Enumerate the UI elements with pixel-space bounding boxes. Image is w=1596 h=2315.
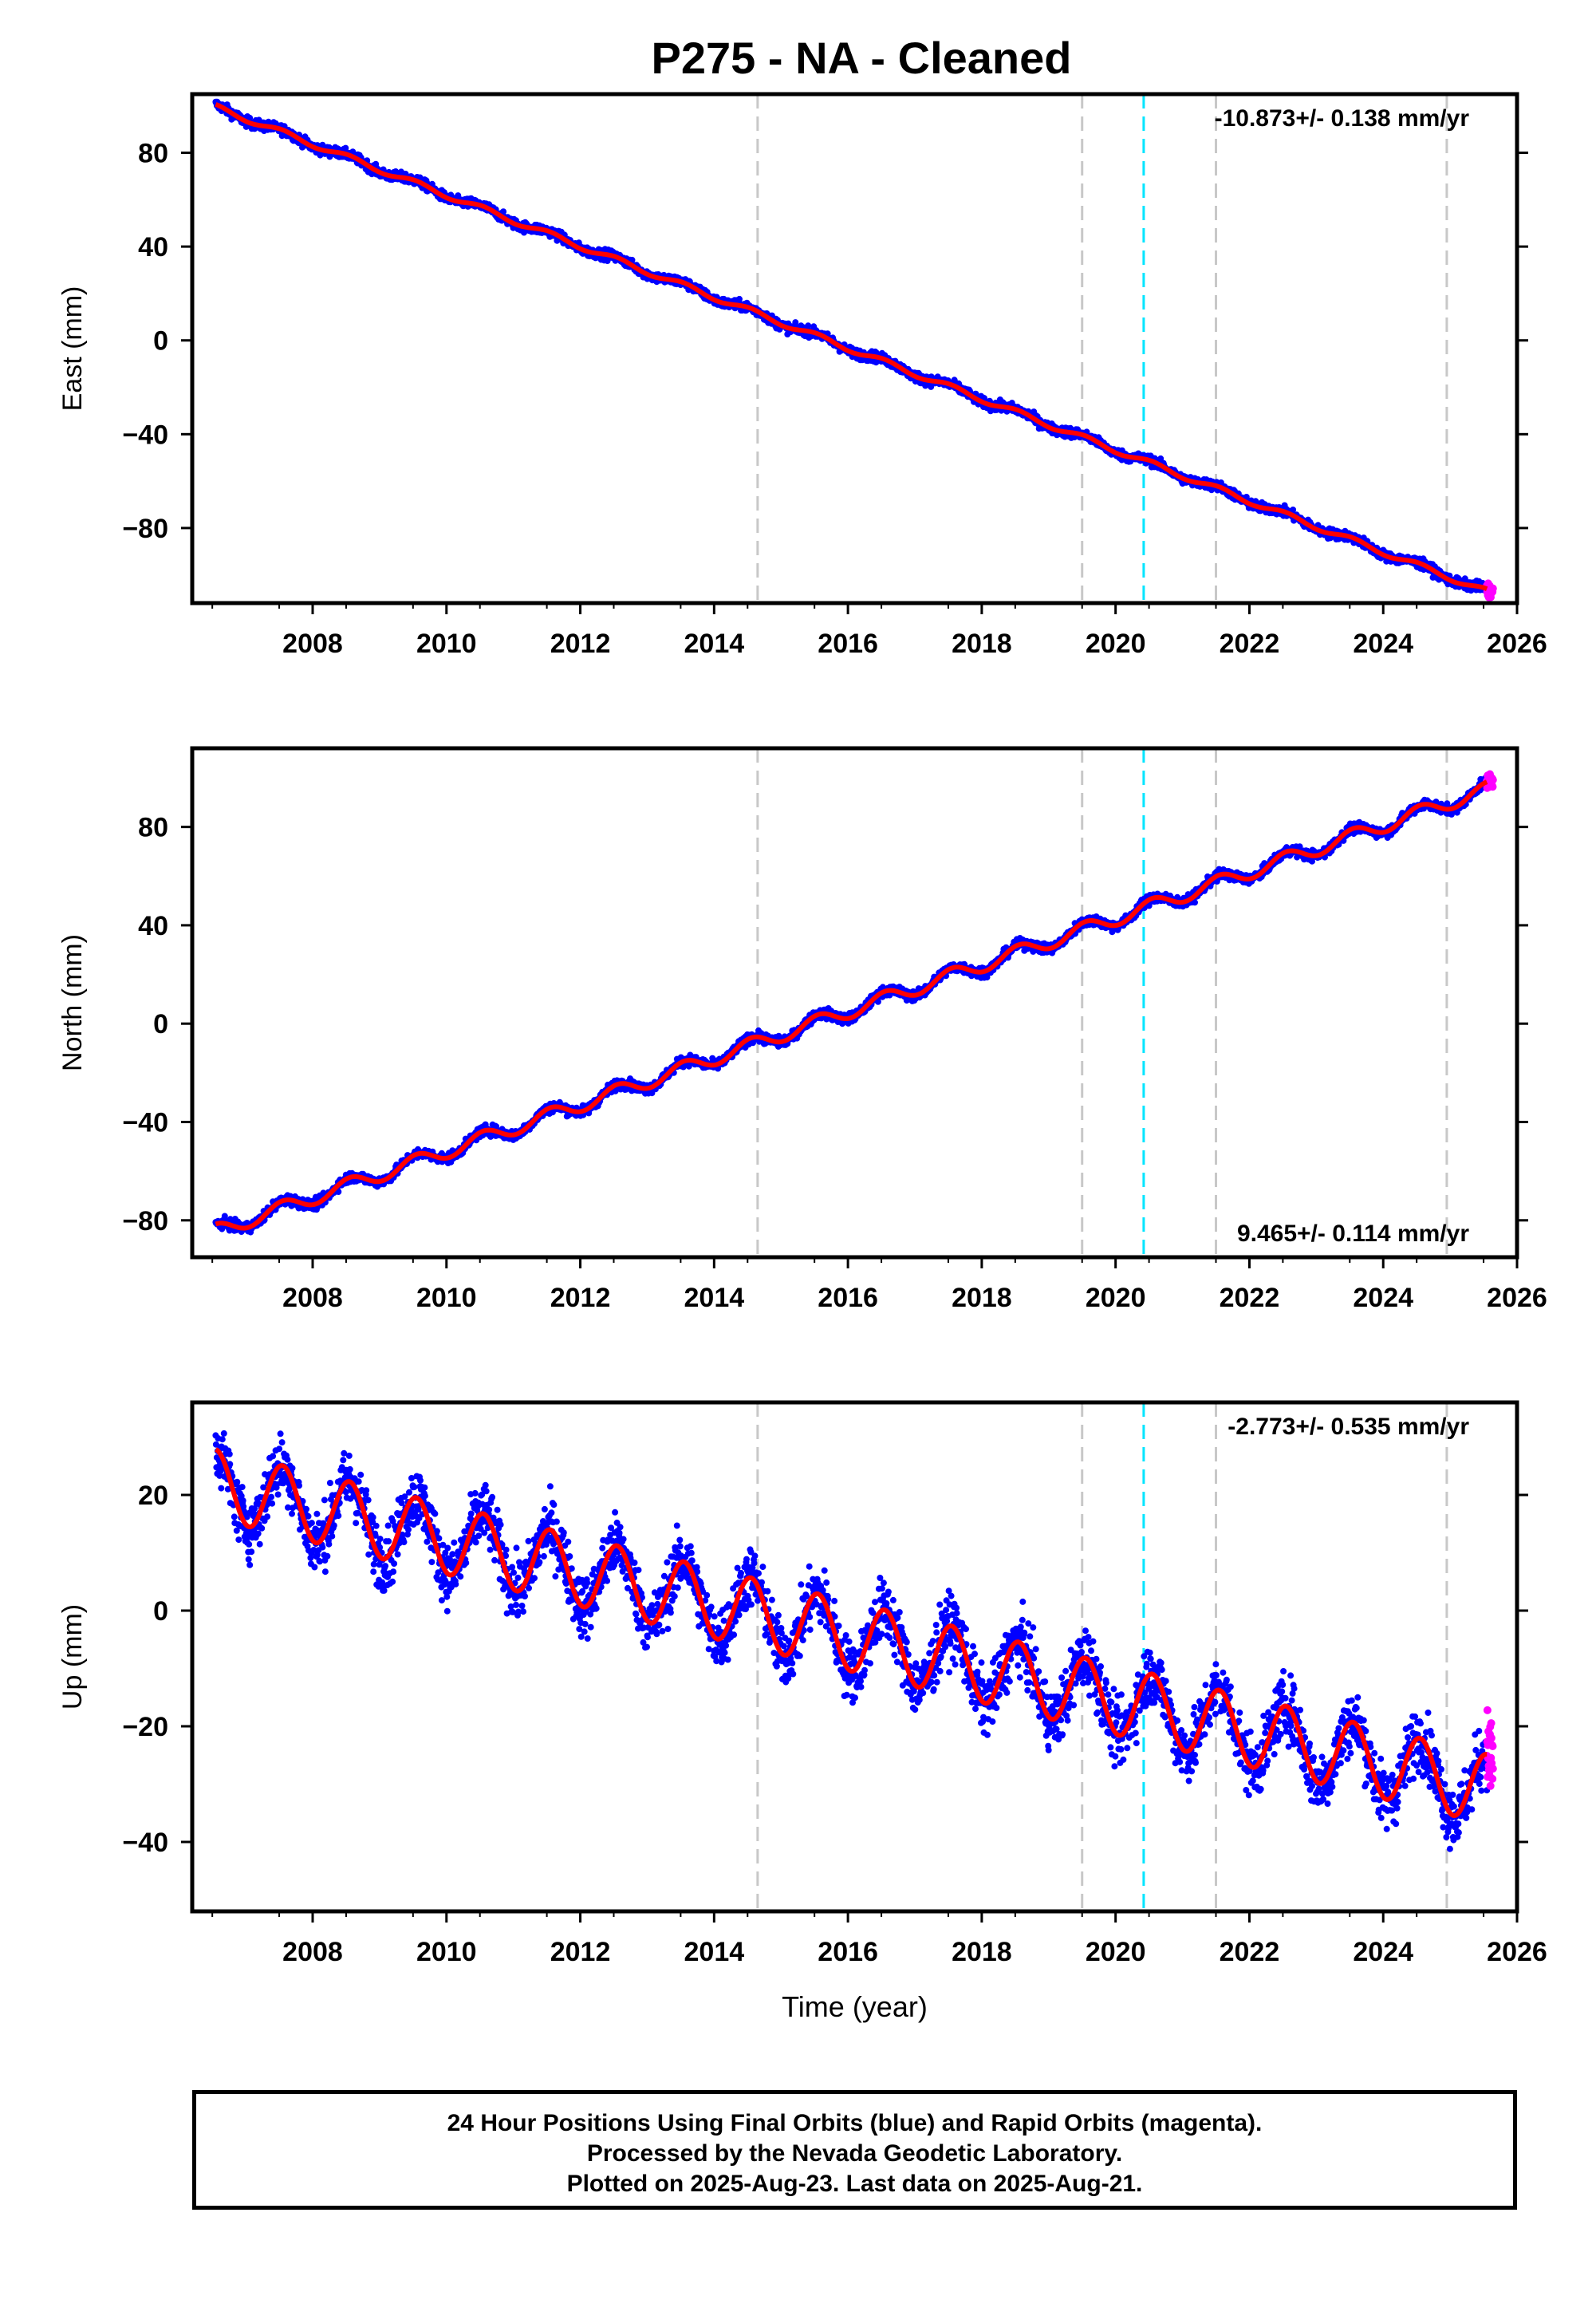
y-axis-label: East (mm) — [57, 286, 88, 412]
x-axis-label: Time (year) — [782, 1990, 928, 2023]
y-tick-label: 0 — [153, 1009, 168, 1039]
x-tick-label: 2016 — [818, 1937, 878, 1967]
x-tick-label: 2020 — [1086, 629, 1146, 659]
y-tick-label: −80 — [122, 1206, 168, 1236]
plot-frame — [190, 92, 1519, 605]
y-tick-label: −40 — [122, 1828, 168, 1858]
y-axis-label: North (mm) — [57, 934, 88, 1071]
x-tick-label: 2016 — [818, 629, 878, 659]
y-axis-label: Up (mm) — [57, 1604, 88, 1710]
y-tick-label: −20 — [122, 1712, 168, 1742]
y-tick-label: −40 — [122, 420, 168, 450]
rapid-orbit-dots — [1483, 770, 1497, 792]
rapid-orbit-dots — [1483, 579, 1497, 601]
rapid-orbit-dots — [1483, 1706, 1497, 1790]
x-tick-label: 2022 — [1220, 1283, 1280, 1313]
caption-line-3: Plotted on 2025-Aug-23. Last data on 202… — [566, 2171, 1143, 2197]
x-tick-label: 2012 — [550, 1937, 611, 1967]
x-tick-label: 2018 — [952, 1283, 1012, 1313]
x-tick-label: 2014 — [684, 1283, 745, 1313]
x-tick-label: 2020 — [1086, 1283, 1146, 1313]
plot-frame — [190, 746, 1519, 1260]
panel-east: −80 −40 0 40 80 2008 2010 2012 2014 2016 2018 2020 2… — [57, 92, 1547, 659]
y-tick-label: 80 — [138, 139, 168, 169]
x-tick-label: 2026 — [1487, 1283, 1547, 1313]
x-tick-label: 2018 — [952, 1937, 1012, 1967]
caption-line-1: 24 Hour Positions Using Final Orbits (bl… — [447, 2110, 1263, 2136]
x-tick-label: 2024 — [1353, 1937, 1413, 1967]
y-tick-label: −80 — [122, 514, 168, 544]
x-tick-label: 2014 — [684, 1937, 745, 1967]
chart-title: P275 - NA - Cleaned — [651, 33, 1072, 83]
x-tick-label: 2010 — [416, 1283, 477, 1313]
x-tick-label: 2014 — [684, 629, 745, 659]
y-tick-label: 80 — [138, 813, 168, 843]
y-tick-label: 40 — [138, 232, 168, 262]
final-orbit-points — [212, 1430, 1497, 1852]
x-tick-label: 2016 — [818, 1283, 878, 1313]
x-tick-label: 2012 — [550, 629, 611, 659]
y-tick-label: 20 — [138, 1481, 168, 1511]
x-tick-label: 2010 — [416, 629, 477, 659]
x-tick-label: 2008 — [282, 629, 343, 659]
x-tick-label: 2026 — [1487, 629, 1547, 659]
model-curve — [215, 1447, 1488, 1819]
final-orbit-dots — [212, 1430, 1491, 1852]
x-tick-label: 2018 — [952, 629, 1012, 659]
x-tick-label: 2024 — [1353, 629, 1413, 659]
y-tick-label: 0 — [153, 326, 168, 357]
x-tick-label: 2024 — [1353, 1283, 1413, 1313]
velocity-annotation: -10.873+/- 0.138 mm/yr — [1215, 105, 1470, 132]
x-tick-label: 2022 — [1220, 1937, 1280, 1967]
x-tick-label: 2026 — [1487, 1937, 1547, 1967]
model-curve — [215, 102, 1488, 591]
caption-line-2: Processed by the Nevada Geodetic Laborat… — [586, 2140, 1123, 2167]
x-tick-label: 2008 — [282, 1283, 343, 1313]
velocity-annotation: 9.465+/- 0.114 mm/yr — [1237, 1221, 1469, 1247]
x-tick-label: 2010 — [416, 1937, 477, 1967]
panel-north: −80 −40 0 40 80 2008 2010 2012 2014 2016 2018 2020 2… — [57, 746, 1547, 1313]
y-tick-label: 0 — [153, 1596, 168, 1627]
plot-frame — [190, 1400, 1519, 1914]
x-tick-label: 2008 — [282, 1937, 343, 1967]
y-tick-label: 40 — [138, 911, 168, 941]
x-tick-label: 2020 — [1086, 1937, 1146, 1967]
x-tick-label: 2022 — [1220, 629, 1280, 659]
x-tick-label: 2012 — [550, 1283, 611, 1313]
final-orbit-points — [212, 770, 1497, 1236]
final-orbit-points — [212, 98, 1497, 601]
caption-box: 24 Hour Positions Using Final Orbits (bl… — [192, 2090, 1517, 2210]
model-curve — [215, 779, 1488, 1231]
y-tick-label: −40 — [122, 1107, 168, 1138]
velocity-annotation: -2.773+/- 0.535 mm/yr — [1228, 1414, 1469, 1440]
panel-up: −40 −20 0 20 2008 2010 2012 2014 2016 2018 2020 202… — [57, 1400, 1547, 2023]
